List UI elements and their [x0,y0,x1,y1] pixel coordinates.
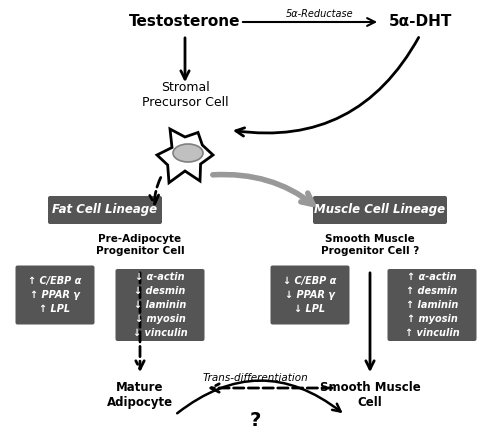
Text: Mature
Adipocyte: Mature Adipocyte [107,381,173,409]
FancyBboxPatch shape [116,269,204,341]
FancyBboxPatch shape [388,269,476,341]
Text: ↑ C/EBP α
↑ PPAR γ
↑ LPL: ↑ C/EBP α ↑ PPAR γ ↑ LPL [28,276,82,314]
Text: Testosterone: Testosterone [129,14,241,29]
Text: 5α-DHT: 5α-DHT [388,14,452,29]
Text: 5α-Reductase: 5α-Reductase [286,9,354,19]
Text: ↓ α-actin
↓ desmin
↓ laminin
↓ myosin
↓ vinculin: ↓ α-actin ↓ desmin ↓ laminin ↓ myosin ↓ … [132,272,188,338]
Ellipse shape [173,144,203,162]
Polygon shape [157,129,213,183]
Text: Pre-Adipocyte
Progenitor Cell: Pre-Adipocyte Progenitor Cell [96,234,184,256]
FancyBboxPatch shape [16,265,94,324]
Text: Trans-differentiation: Trans-differentiation [202,373,308,383]
Text: ↓ C/EBP α
↓ PPAR γ
↓ LPL: ↓ C/EBP α ↓ PPAR γ ↓ LPL [284,276,337,314]
FancyBboxPatch shape [48,196,162,224]
Text: Smooth Muscle
Progenitor Cell ?: Smooth Muscle Progenitor Cell ? [321,234,419,256]
Text: Stromal
Precursor Cell: Stromal Precursor Cell [142,81,229,109]
Text: ?: ? [250,410,260,430]
Text: Smooth Muscle
Cell: Smooth Muscle Cell [320,381,420,409]
FancyBboxPatch shape [313,196,447,224]
Text: Muscle Cell Lineage: Muscle Cell Lineage [314,204,446,216]
Text: ↑ α-actin
↑ desmin
↑ laminin
↑ myosin
↑ vinculin: ↑ α-actin ↑ desmin ↑ laminin ↑ myosin ↑ … [404,272,460,338]
Text: Fat Cell Lineage: Fat Cell Lineage [52,204,158,216]
FancyBboxPatch shape [270,265,349,324]
